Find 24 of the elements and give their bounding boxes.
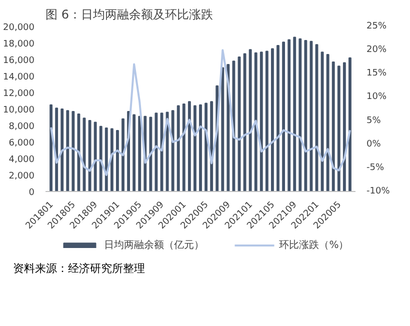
y-tick-label: 16,000	[3, 56, 35, 66]
y-tick-label: 14,000	[3, 72, 35, 82]
chart-title: 图 6：日均两融余额及环比涨跌	[46, 8, 213, 22]
y-tick-label: 6,000	[8, 138, 35, 148]
y-tick-label: 2,000	[8, 172, 35, 182]
y-tick-label: 8,000	[8, 122, 35, 132]
y-tick-label: 18,000	[3, 40, 35, 50]
y2-tick-label: 5%	[366, 116, 382, 126]
y-tick-label: 12,000	[3, 89, 35, 99]
legend-label: 日均两融余额（亿元）	[104, 238, 204, 252]
line-series	[50, 49, 351, 176]
y2-tick-label: 25%	[366, 22, 387, 32]
y2-tick-label: 0%	[366, 139, 382, 150]
y2-tick-label: -5%	[366, 162, 384, 173]
y-tick-label: 4,000	[8, 155, 35, 165]
y-tick-label: 20,000	[3, 23, 35, 33]
y-tick-label: 10,000	[3, 106, 35, 116]
y2-tick-label: 20%	[366, 45, 387, 56]
y2-tick-label: 15%	[366, 68, 387, 79]
y-tick-label: 0	[28, 188, 35, 198]
text: 资料来源：经济研究所整理	[13, 261, 145, 277]
y2-tick-label: -10%	[366, 186, 390, 196]
y2-tick-label: 10%	[366, 92, 387, 102]
legend-label: 环比涨跌（%）	[279, 238, 349, 252]
